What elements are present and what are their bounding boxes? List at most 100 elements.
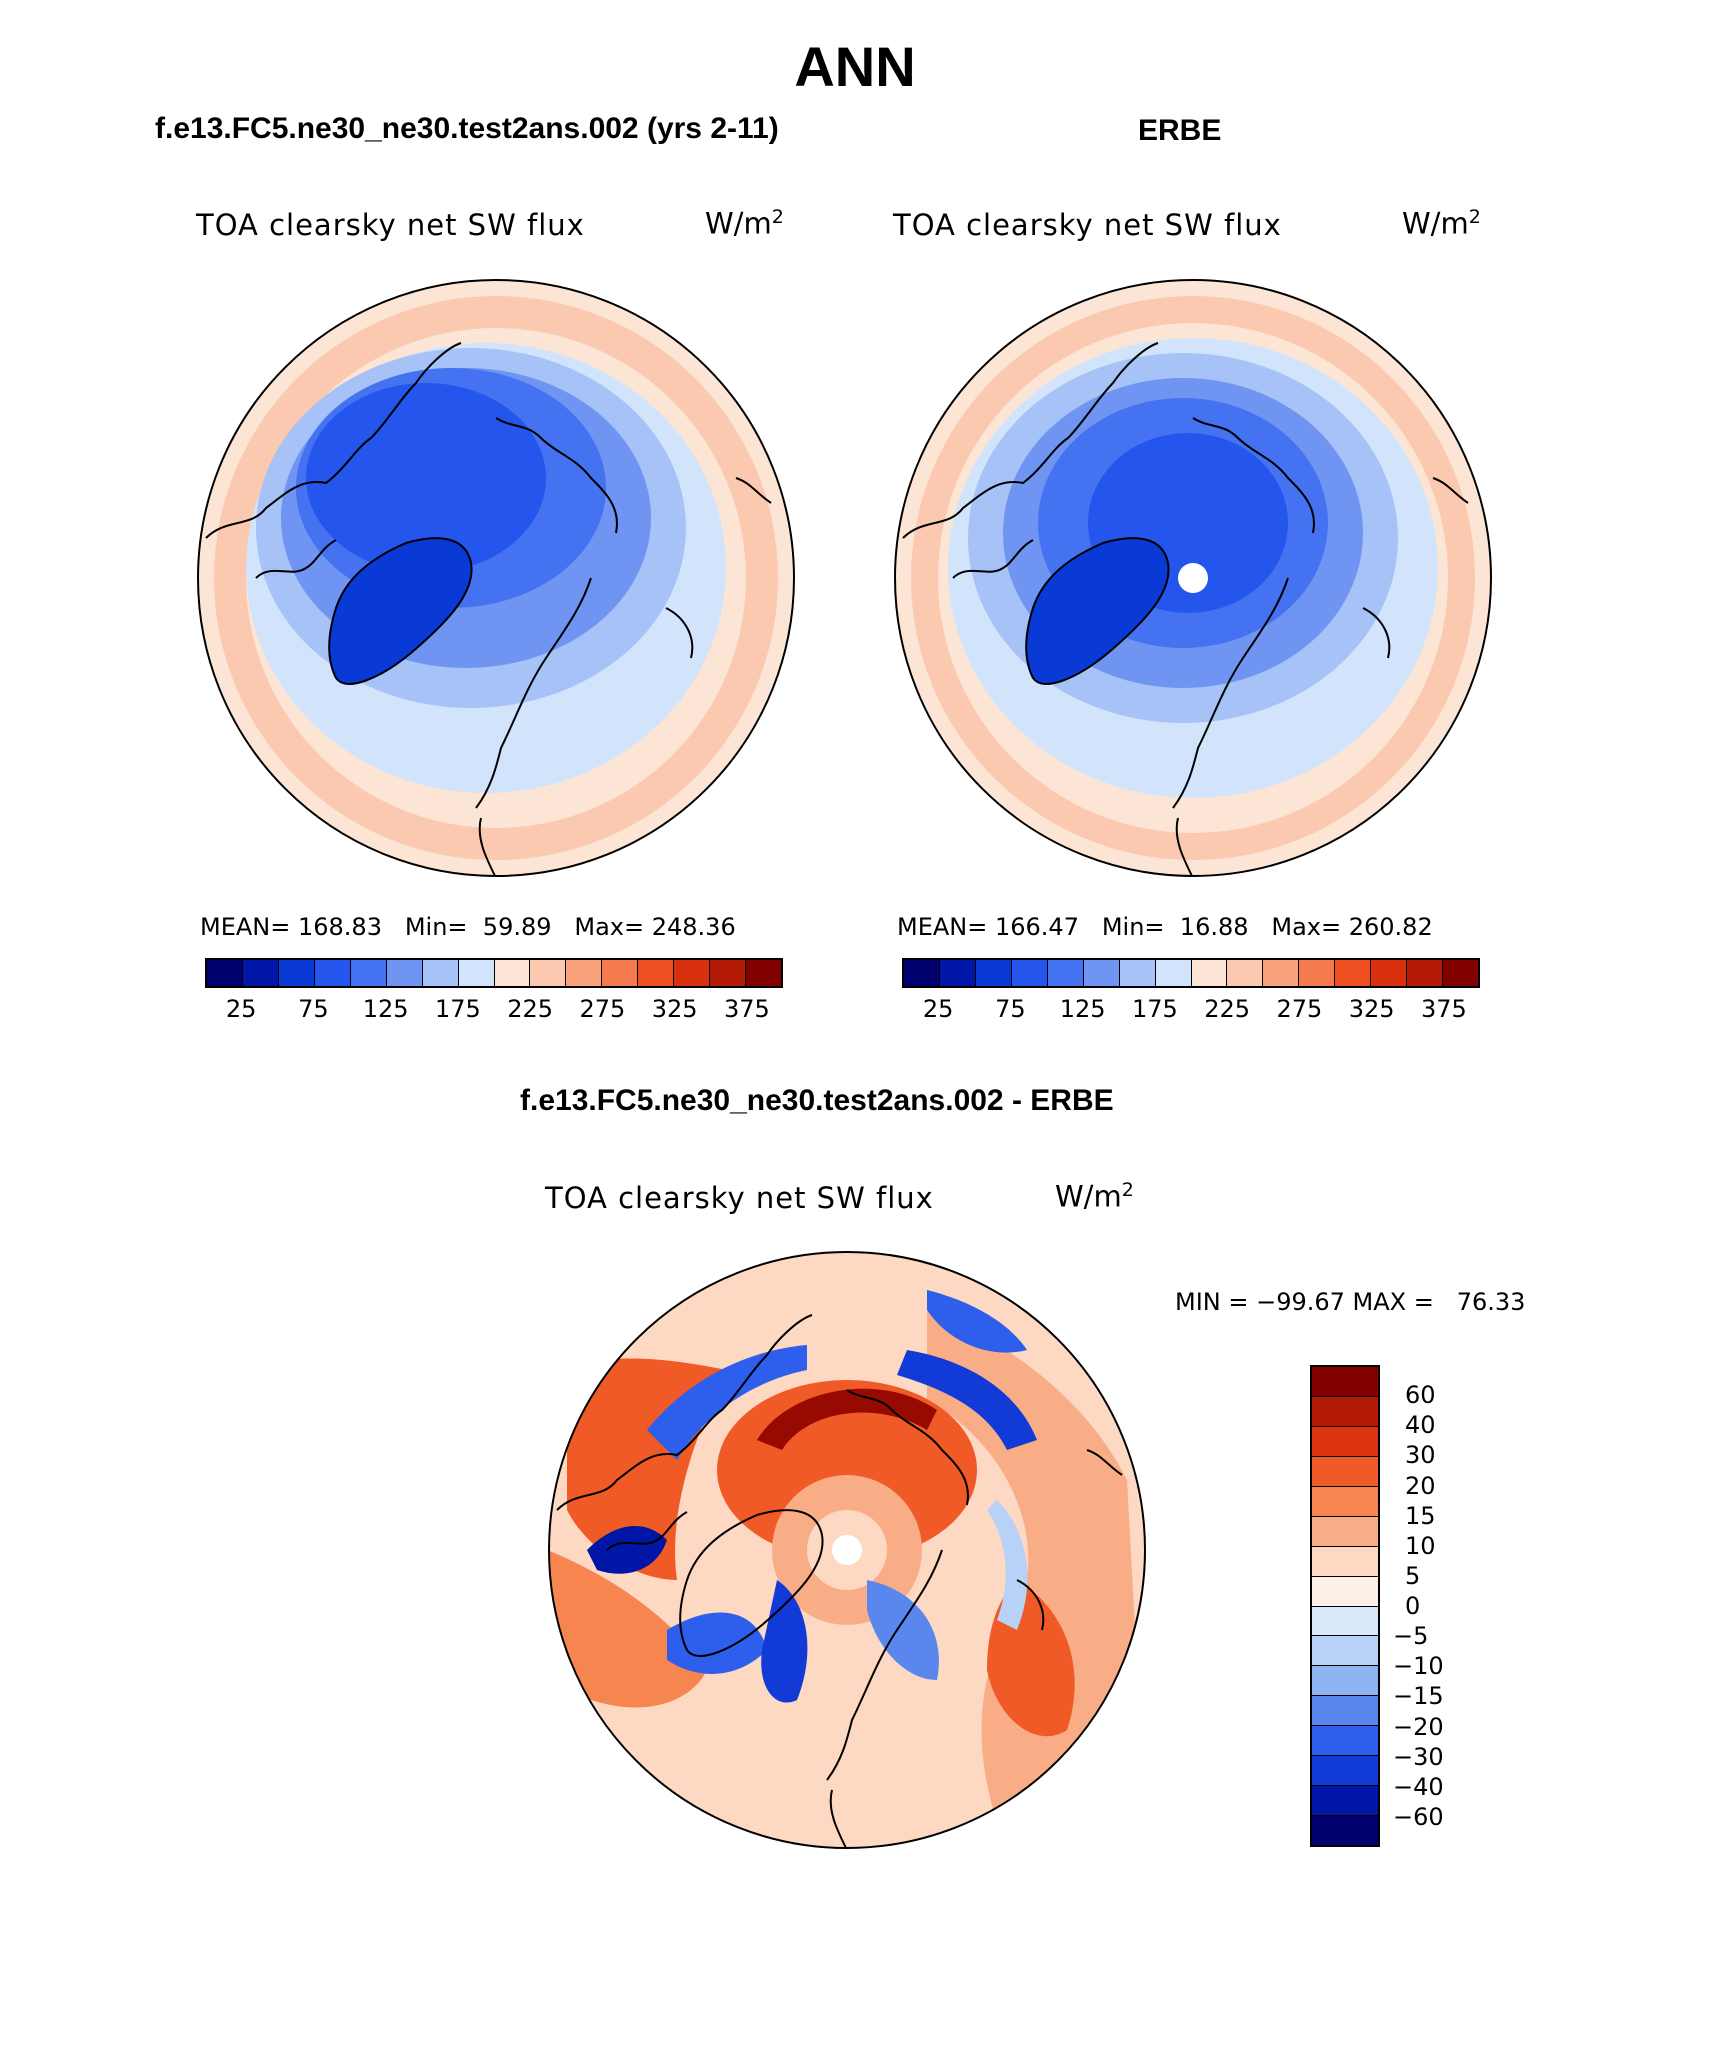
left-colorbar-swatch <box>242 960 279 986</box>
diff-colorbar-tick-label: 20 <box>1405 1471 1436 1500</box>
left-colorbar <box>205 958 783 988</box>
right-panel-title: ERBE <box>1138 114 1222 147</box>
right-colorbar-swatch <box>1119 960 1156 986</box>
left-colorbar-swatch <box>422 960 459 986</box>
left-panel-title: f.e13.FC5.ne30_ne30.test2ans.002 (yrs 2-… <box>155 112 779 145</box>
left-colorbar-swatch <box>458 960 495 986</box>
diff-colorbar-tick-label: −10 <box>1393 1652 1444 1681</box>
diff-colorbar-tick-label: −60 <box>1393 1802 1444 1831</box>
right-coastlines <box>902 342 1469 876</box>
diff-colorbar-tick-label: −5 <box>1393 1622 1429 1651</box>
left-colorbar-swatch <box>746 960 781 986</box>
right-colorbar-swatch <box>975 960 1012 986</box>
diff-colorbar-swatch <box>1312 1726 1378 1757</box>
diff-colorbar-tick-label: 0 <box>1405 1592 1421 1620</box>
right-pole-hole <box>1178 563 1208 593</box>
right-polar-map <box>894 279 1492 877</box>
right-colorbar-swatch <box>1335 960 1372 986</box>
diff-cool-patch-se <box>867 1580 939 1680</box>
diff-map-border <box>548 1251 1146 1849</box>
diff-panel-title: f.e13.FC5.ne30_ne30.test2ans.002 - ERBE <box>520 1084 1114 1117</box>
right-colorbar-tick-label: 275 <box>1276 995 1323 1023</box>
diff-cool-patch-sw <box>667 1612 767 1674</box>
right-units-label: W/m2 <box>1402 206 1481 241</box>
left-colorbar-swatch <box>207 960 243 986</box>
diff-colorbar-tick-label: −40 <box>1393 1772 1444 1801</box>
left-polar-map <box>197 279 795 877</box>
diff-colorbar-tick-label: 30 <box>1405 1441 1436 1470</box>
left-stats: MEAN= 168.83 Min= 59.89 Max= 248.36 <box>200 913 736 941</box>
left-colorbar-swatch <box>350 960 387 986</box>
diff-colorbar-swatch <box>1312 1486 1378 1517</box>
left-colorbar-swatch <box>278 960 315 986</box>
left-map-border <box>197 279 795 877</box>
right-colorbar-swatch <box>1011 960 1048 986</box>
left-colorbar-tick-label: 375 <box>723 995 770 1023</box>
diff-arctic-gap <box>757 1388 937 1450</box>
left-greenland <box>329 538 472 684</box>
diff-colorbar <box>1310 1365 1380 1847</box>
right-colorbar-swatch <box>1155 960 1192 986</box>
diff-colorbar-swatch <box>1312 1576 1378 1607</box>
right-colorbar-swatch <box>1227 960 1264 986</box>
right-colorbar-swatch <box>1263 960 1300 986</box>
right-greenland <box>1026 538 1169 684</box>
left-colorbar-swatch <box>638 960 675 986</box>
right-colorbar-swatch <box>904 960 940 986</box>
diff-colorbar-swatch <box>1312 1786 1378 1817</box>
diff-colorbar-tick-label: −15 <box>1393 1682 1444 1711</box>
left-variable-label: TOA clearsky net SW flux <box>196 208 585 242</box>
right-colorbar-swatch <box>1407 960 1444 986</box>
diff-colorbar-swatch <box>1312 1367 1378 1397</box>
right-colorbar-tick-label: 125 <box>1059 995 1106 1023</box>
diff-colorbar-swatch <box>1312 1426 1378 1457</box>
right-colorbar-tick-label: 25 <box>922 995 954 1023</box>
diff-stats: MIN = −99.67 MAX = 76.33 <box>1175 1288 1526 1316</box>
diff-cool-light-band <box>987 1500 1028 1630</box>
left-colorbar-swatch <box>494 960 531 986</box>
left-arctic-core <box>306 383 546 573</box>
right-colorbar-tick-label: 225 <box>1204 995 1251 1023</box>
left-units-label: W/m2 <box>705 206 784 241</box>
diff-variable-label: TOA clearsky net SW flux <box>545 1181 934 1215</box>
left-colorbar-tick-label: 25 <box>225 995 257 1023</box>
diff-cool-ring-1 <box>647 1345 807 1460</box>
left-colorbar-tick-label: 325 <box>651 995 698 1023</box>
right-colorbar-swatch <box>1191 960 1228 986</box>
diff-cool-patch-w <box>587 1526 667 1574</box>
left-colorbar-swatch <box>674 960 711 986</box>
diff-ne-warm <box>927 1310 1145 1848</box>
right-colorbar-tick-label: 75 <box>995 995 1026 1023</box>
diff-colorbar-swatch <box>1312 1546 1378 1577</box>
left-colorbar-swatch <box>602 960 639 986</box>
right-colorbar-swatch <box>939 960 976 986</box>
diff-pole-hole <box>832 1535 862 1565</box>
diff-colorbar-tick-label: −30 <box>1393 1742 1444 1771</box>
right-colorbar-swatch <box>1299 960 1336 986</box>
main-title: ANN <box>794 35 916 98</box>
right-colorbar-swatch <box>1443 960 1478 986</box>
left-colorbar-swatch <box>710 960 747 986</box>
diff-colorbar-swatch <box>1312 1756 1378 1787</box>
diff-colorbar-swatch <box>1312 1636 1378 1667</box>
right-colorbar-swatch <box>1047 960 1084 986</box>
left-colorbar-tick-label: 275 <box>579 995 626 1023</box>
diff-warm-band-s <box>549 1550 707 1708</box>
diff-colorbar-swatch <box>1312 1516 1378 1547</box>
right-colorbar-swatch <box>1083 960 1120 986</box>
right-map-border <box>894 279 1492 877</box>
diff-colorbar-labels: 60 40 30 20 15 10 5 0 −5 −10 −15 −20 −30 −40 −60 <box>1393 1365 1473 1847</box>
diff-colorbar-tick-label: 10 <box>1405 1531 1436 1560</box>
diff-colorbar-swatch <box>1312 1696 1378 1727</box>
diff-cool-ring-2 <box>897 1350 1037 1450</box>
right-variable-label: TOA clearsky net SW flux <box>893 208 1282 242</box>
diff-colorbar-tick-label: −20 <box>1393 1712 1444 1741</box>
left-colorbar-tick-label: 125 <box>362 995 409 1023</box>
right-stats: MEAN= 166.47 Min= 16.88 Max= 260.82 <box>897 913 1433 941</box>
diff-colorbar-swatch <box>1312 1816 1378 1845</box>
diff-colorbar-tick-label: 15 <box>1405 1501 1436 1530</box>
diff-colorbar-tick-label: 40 <box>1405 1411 1436 1440</box>
diff-coastlines <box>556 1314 1123 1848</box>
right-colorbar-swatch <box>1371 960 1408 986</box>
diff-colorbar-swatch <box>1312 1606 1378 1637</box>
